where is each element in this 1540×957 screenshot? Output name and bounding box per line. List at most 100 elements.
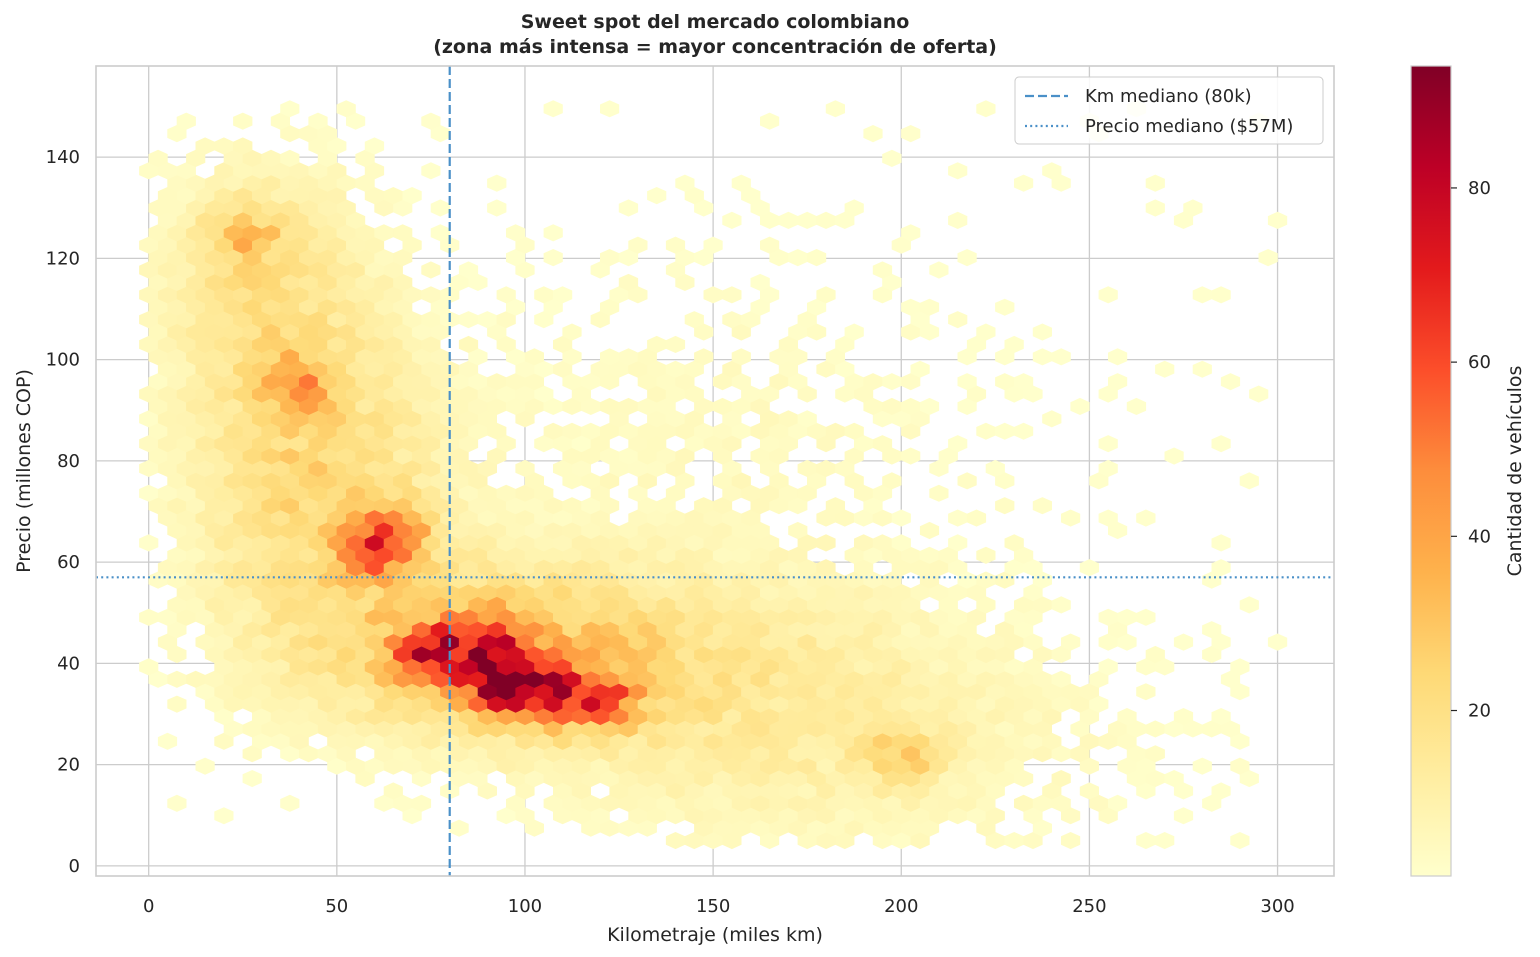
hex-cell bbox=[553, 608, 573, 626]
hex-cell bbox=[807, 745, 827, 763]
hex-cell bbox=[468, 670, 488, 688]
hex-cell bbox=[280, 249, 300, 267]
hex-cell bbox=[167, 621, 187, 639]
hex-cell bbox=[515, 583, 535, 602]
hex-cell bbox=[901, 298, 921, 316]
hex-cell bbox=[957, 794, 977, 812]
hex-cell bbox=[778, 683, 798, 701]
hex-cell bbox=[468, 645, 488, 664]
hex-cell bbox=[214, 608, 234, 626]
hex-cell bbox=[223, 497, 243, 515]
hex-cell bbox=[1051, 596, 1071, 614]
hex-cell bbox=[816, 559, 836, 577]
hex-cell bbox=[618, 249, 639, 267]
hex-cell bbox=[609, 658, 629, 676]
hex-cell bbox=[816, 534, 836, 552]
hex-cell bbox=[562, 521, 582, 540]
hex-cell bbox=[374, 249, 394, 267]
hex-cell bbox=[411, 497, 432, 515]
hex-cell bbox=[411, 546, 432, 564]
hex-cell bbox=[1061, 509, 1081, 527]
hex-cell bbox=[835, 832, 855, 850]
hex-cell bbox=[929, 757, 949, 775]
hex-cell bbox=[336, 645, 356, 664]
hex-cell bbox=[355, 546, 375, 564]
hex-cell bbox=[393, 373, 413, 391]
hex-cell bbox=[1042, 732, 1062, 750]
hex-cell bbox=[458, 311, 479, 329]
hex-cell bbox=[223, 323, 243, 341]
hex-cell bbox=[957, 621, 977, 639]
hex-cell bbox=[581, 720, 601, 738]
hex-cell bbox=[807, 695, 827, 713]
hex-cell bbox=[280, 447, 300, 465]
hex-cell bbox=[1136, 683, 1156, 701]
hex-cell bbox=[139, 459, 159, 477]
hex-cell bbox=[157, 410, 178, 428]
hex-cell bbox=[261, 422, 281, 440]
hex-cell bbox=[543, 571, 563, 589]
hex-cell bbox=[252, 286, 272, 304]
hex-cell bbox=[468, 720, 488, 738]
hex-cell bbox=[355, 397, 375, 415]
hex-cell bbox=[242, 596, 262, 614]
hex-cell bbox=[844, 819, 864, 837]
hex-cell bbox=[797, 782, 817, 800]
hex-cell bbox=[270, 732, 290, 750]
hex-cell bbox=[600, 794, 620, 812]
hex-cell bbox=[647, 459, 667, 477]
hex-cell bbox=[252, 261, 272, 279]
hex-cell bbox=[788, 695, 808, 713]
hex-cell bbox=[656, 497, 676, 515]
hex-cell bbox=[280, 422, 300, 440]
hex-cell bbox=[835, 732, 855, 750]
hex-cell bbox=[214, 286, 234, 304]
hex-cell bbox=[797, 410, 817, 428]
hex-cell bbox=[458, 608, 479, 626]
hex-cell bbox=[458, 732, 479, 750]
hex-cell bbox=[468, 348, 488, 366]
hex-cell bbox=[938, 645, 958, 664]
hex-cell bbox=[938, 447, 958, 465]
hex-cell bbox=[336, 745, 356, 763]
hex-cell bbox=[355, 422, 375, 440]
hex-cell bbox=[675, 249, 695, 267]
hex-cell bbox=[449, 720, 469, 738]
hex-cell bbox=[252, 360, 272, 378]
hex-cell bbox=[665, 459, 686, 477]
hex-cell bbox=[872, 608, 893, 626]
hex-cell bbox=[346, 708, 366, 726]
hex-cell bbox=[233, 658, 253, 676]
hex-cell bbox=[223, 422, 243, 440]
hex-cell bbox=[346, 633, 366, 651]
x-tick-label: 250 bbox=[1072, 896, 1106, 917]
hex-cell bbox=[280, 298, 300, 316]
hex-cell bbox=[995, 645, 1015, 664]
hex-cell bbox=[722, 732, 742, 750]
hex-cell bbox=[327, 633, 347, 651]
hex-cell bbox=[797, 484, 817, 502]
hex-cell bbox=[496, 583, 516, 602]
hex-cell bbox=[600, 720, 620, 738]
hex-cell bbox=[167, 249, 187, 267]
hex-cell bbox=[722, 286, 742, 304]
hex-cell bbox=[374, 521, 394, 540]
hex-cell bbox=[280, 149, 300, 167]
hex-cell bbox=[694, 596, 714, 614]
hex-cell bbox=[364, 559, 385, 577]
hex-cell bbox=[637, 373, 657, 391]
hex-cell bbox=[581, 373, 601, 391]
hex-cell bbox=[1004, 559, 1024, 577]
hex-cell bbox=[656, 571, 676, 589]
x-tick-label: 0 bbox=[143, 896, 154, 917]
hex-cell bbox=[854, 484, 874, 502]
hex-cell bbox=[891, 410, 911, 428]
hex-cell bbox=[590, 509, 610, 527]
hex-cell bbox=[242, 571, 262, 589]
hex-cell bbox=[835, 658, 855, 676]
hex-cell bbox=[252, 633, 272, 651]
hex-cell bbox=[769, 571, 789, 589]
hex-cell bbox=[506, 645, 526, 664]
hex-cell bbox=[1070, 745, 1090, 763]
hex-cell bbox=[449, 273, 469, 291]
